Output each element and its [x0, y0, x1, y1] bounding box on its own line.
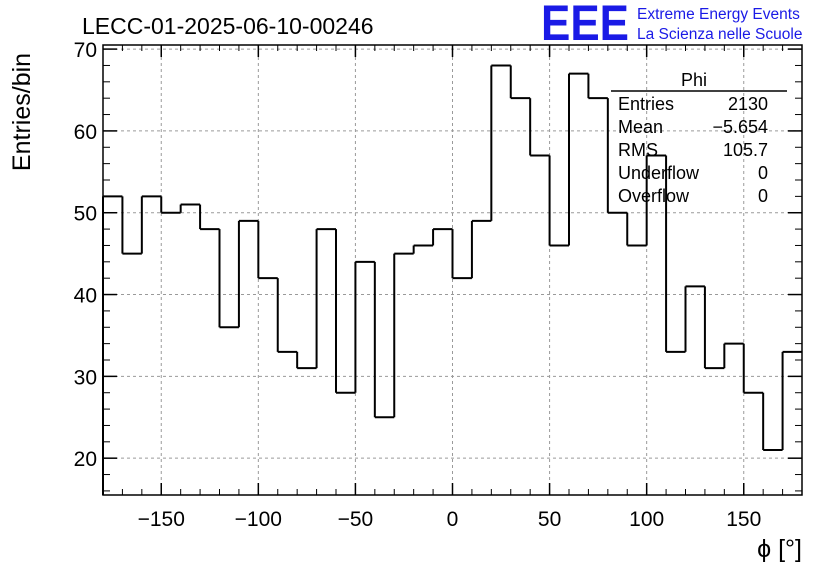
- y-tick-label: 40: [74, 285, 97, 308]
- logo-line-2: La Scienza nelle Scuole: [637, 26, 802, 43]
- logo-line-1: Extreme Energy Events: [637, 6, 800, 23]
- stats-row-value: 105.7: [723, 140, 768, 160]
- chart-title: LECC-01-2025-06-10-00246: [82, 13, 374, 39]
- stats-box: Phi Entries 2130 Mean −5.654 RMS 105.7 Underfl…: [611, 70, 787, 206]
- stats-row-label: Mean: [618, 117, 663, 137]
- stats-row-value: 2130: [728, 94, 768, 114]
- y-tick-label: 60: [74, 121, 97, 144]
- x-tick-label: 50: [538, 508, 561, 531]
- x-tick-label: 150: [726, 508, 761, 531]
- stats-row-value: 0: [758, 163, 768, 183]
- stats-row-label: Entries: [618, 94, 674, 114]
- stats-rows: Entries 2130 Mean −5.654 RMS 105.7 Underflow 0 O…: [618, 94, 768, 206]
- y-axis-label: Entries/bin: [8, 53, 36, 171]
- x-tick-label: 100: [629, 508, 664, 531]
- histogram-bars: [102, 64, 802, 495]
- x-tick-label: −150: [138, 508, 185, 531]
- y-tick-label: 70: [74, 39, 97, 62]
- x-axis-label: ϕ [°]: [757, 535, 802, 563]
- stats-row-value: −5.654: [712, 117, 768, 137]
- y-tick-label: 30: [74, 366, 97, 389]
- axis-ticks: [102, 45, 803, 495]
- stats-row-label: Underflow: [618, 163, 700, 183]
- stats-row-label: RMS: [618, 140, 658, 160]
- y-tick-label: 50: [74, 203, 97, 226]
- x-tick-label: −50: [338, 508, 374, 531]
- stats-title: Phi: [681, 70, 707, 90]
- stats-row-value: 0: [758, 186, 768, 206]
- x-tick-label: 0: [447, 508, 459, 531]
- logo-letters: EEE: [541, 0, 629, 51]
- tick-labels: −150 −100 −50 0 50 100 150 20 30 40 50 60 70: [74, 39, 762, 531]
- stats-row-label: Overflow: [618, 186, 690, 206]
- x-tick-label: −100: [235, 508, 282, 531]
- y-tick-label: 20: [74, 448, 97, 471]
- eee-logo: EEE Extreme Energy Events La Scienza nel…: [541, 0, 802, 51]
